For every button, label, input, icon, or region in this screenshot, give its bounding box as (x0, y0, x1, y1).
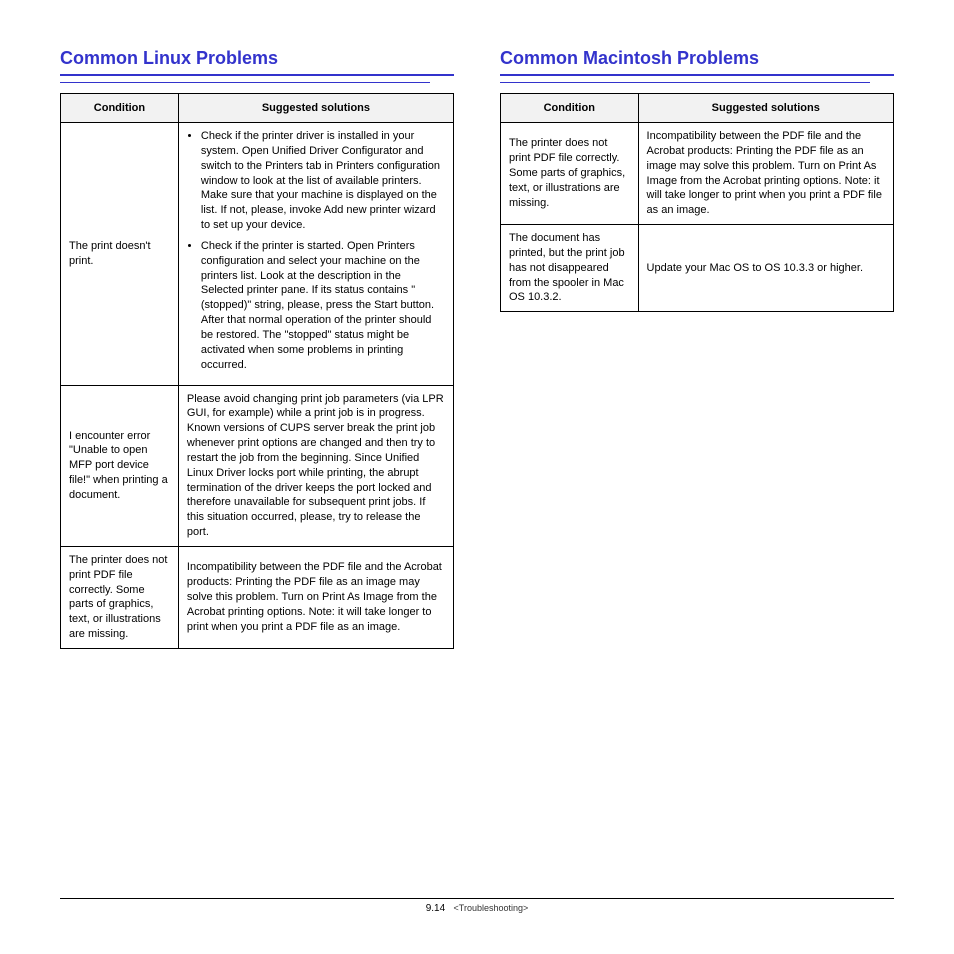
solution-list: Check if the printer driver is installed… (187, 129, 445, 373)
left-column: Common Linux Problems Condition Suggeste… (60, 48, 454, 649)
right-th-solutions: Suggested solutions (638, 94, 893, 123)
page-number: 9.14 (426, 903, 445, 914)
left-rule-thick (60, 74, 454, 76)
list-item: Check if the printer driver is installed… (201, 129, 445, 233)
table-row: The print doesn't print. Check if the pr… (61, 123, 454, 386)
table-row: I encounter error "Unable to open MFP po… (61, 385, 454, 546)
page: Common Linux Problems Condition Suggeste… (0, 0, 954, 954)
left-th-condition: Condition (61, 94, 179, 123)
right-th-condition: Condition (501, 94, 639, 123)
right-rule-thick (500, 74, 894, 76)
table-row: The document has printed, but the print … (501, 225, 894, 312)
condition-cell: The printer does not print PDF file corr… (501, 123, 639, 225)
columns: Common Linux Problems Condition Suggeste… (60, 48, 894, 649)
table-row: The printer does not print PDF file corr… (61, 546, 454, 648)
solution-cell: Check if the printer driver is installed… (178, 123, 453, 386)
list-item: Check if the printer is started. Open Pr… (201, 239, 445, 373)
solution-cell: Incompatibility between the PDF file and… (638, 123, 893, 225)
condition-cell: I encounter error "Unable to open MFP po… (61, 385, 179, 546)
right-heading: Common Macintosh Problems (500, 48, 894, 70)
page-footer: 9.14 <Troubleshooting> (60, 898, 894, 914)
table-header-row: Condition Suggested solutions (501, 94, 894, 123)
left-rule-thin (60, 82, 430, 83)
footer-section: <Troubleshooting> (454, 903, 529, 913)
right-column: Common Macintosh Problems Condition Sugg… (500, 48, 894, 649)
table-row: The printer does not print PDF file corr… (501, 123, 894, 225)
solution-cell: Incompatibility between the PDF file and… (178, 546, 453, 648)
condition-cell: The printer does not print PDF file corr… (61, 546, 179, 648)
solution-cell: Please avoid changing print job paramete… (178, 385, 453, 546)
table-header-row: Condition Suggested solutions (61, 94, 454, 123)
left-th-solutions: Suggested solutions (178, 94, 453, 123)
condition-cell: The document has printed, but the print … (501, 225, 639, 312)
condition-cell: The print doesn't print. (61, 123, 179, 386)
solution-cell: Update your Mac OS to OS 10.3.3 or highe… (638, 225, 893, 312)
right-table: Condition Suggested solutions The printe… (500, 93, 894, 312)
right-rule-thin (500, 82, 870, 83)
left-heading: Common Linux Problems (60, 48, 454, 70)
left-table: Condition Suggested solutions The print … (60, 93, 454, 649)
